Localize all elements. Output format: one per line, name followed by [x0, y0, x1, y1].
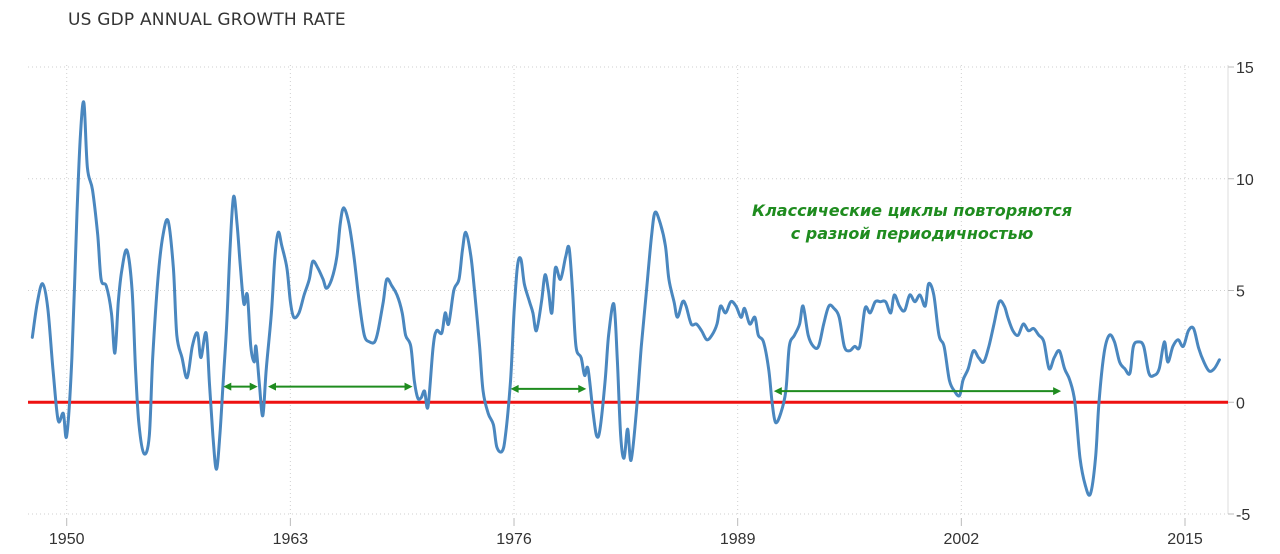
cycle-arrow-head-left — [268, 382, 276, 391]
x-tick-label: 2015 — [1167, 531, 1203, 548]
cycle-arrow-head-right — [404, 382, 413, 391]
cycle-arrow — [223, 382, 258, 391]
cycle-arrow-head-left — [510, 384, 519, 393]
y-tick-label: 5 — [1236, 284, 1245, 301]
cycle-arrow — [773, 387, 1062, 396]
series-layer — [30, 100, 1221, 497]
cycle-arrow-head-right — [578, 384, 587, 393]
cycle-arrow — [268, 382, 413, 391]
y-tick-label: 15 — [1236, 60, 1254, 77]
y-tick-label: 0 — [1236, 395, 1245, 412]
x-tick-label: 1989 — [720, 531, 756, 548]
chart-title: US GDP ANNUAL GROWTH RATE — [68, 10, 346, 30]
cycle-arrow-head-right — [249, 382, 258, 391]
annotation-line-1: Классические циклы повторяются — [751, 201, 1073, 220]
x-tick-label: 1976 — [496, 531, 532, 548]
cycle-arrows — [223, 382, 1062, 396]
cycles-annotation: Классические циклы повторяются с разной … — [712, 199, 1112, 245]
cycle-arrow-head-left — [223, 382, 232, 391]
x-axis-ticks: 1950 1963 1976 1989 2002 2015 — [49, 518, 1203, 548]
series-line — [30, 100, 1221, 497]
cycle-arrow-head-left — [773, 387, 782, 396]
x-tick-label: 1950 — [49, 531, 85, 548]
x-tick-label: 2002 — [944, 531, 980, 548]
annotation-line-2: с разной периодичностью — [790, 224, 1034, 243]
y-tick-label: 10 — [1236, 172, 1254, 189]
x-tick-label: 1963 — [273, 531, 309, 548]
y-axis-ticks: 15 10 5 0 -5 — [1228, 60, 1254, 524]
cycle-arrow-head-right — [1053, 387, 1062, 396]
cycle-arrow — [510, 384, 587, 393]
y-tick-label: -5 — [1236, 507, 1250, 524]
